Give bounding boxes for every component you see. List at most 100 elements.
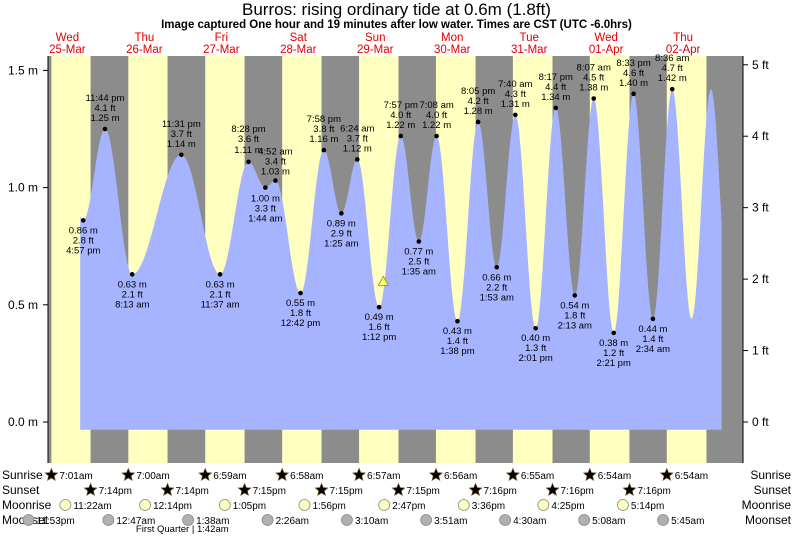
sunset-time: 7:15pm: [407, 486, 440, 497]
extreme-label: 1.4 ft: [447, 336, 468, 347]
extreme-label: 0.86 m: [69, 225, 98, 236]
extreme-label: 1.31 m: [501, 99, 530, 110]
extreme-dot: [298, 290, 303, 296]
y-tick-label-ft: 3 ft: [752, 201, 769, 215]
sunrise-time: 6:57am: [367, 471, 400, 482]
extreme-label: 3.3 ft: [255, 204, 276, 215]
legend-label-left: Sunrise: [2, 468, 43, 482]
sunset-star-icon: [83, 482, 98, 497]
extreme-label: 0.54 m: [560, 300, 589, 311]
sunrise-time: 7:01am: [59, 471, 92, 482]
extreme-label: 1.3 ft: [525, 343, 546, 354]
moonrise-moon-icon: [378, 499, 391, 511]
extreme-label: 2.5 ft: [408, 257, 429, 268]
extreme-label: 11:31 pm: [162, 119, 201, 130]
day-name: Wed: [56, 32, 79, 44]
extreme-label: 1.4 ft: [642, 334, 663, 345]
extreme-label: 4.7 ft: [662, 63, 683, 74]
sunrise-time: 7:00am: [136, 471, 169, 482]
extreme-label: 8:05 pm: [461, 86, 495, 97]
extreme-label: 4:52 am: [258, 147, 292, 158]
extreme-label: 4.5 ft: [583, 73, 604, 84]
moonset-moon-icon: [578, 514, 591, 526]
extreme-dot: [263, 185, 268, 190]
moonrise-time: 2:47pm: [392, 501, 425, 512]
extreme-label: 1:12 pm: [362, 332, 396, 343]
day-date: 02-Apr: [666, 44, 701, 56]
extreme-dot: [246, 159, 251, 165]
y-tick-label-m: 1.0 m: [8, 181, 38, 195]
extreme-label: 0.77 m: [404, 247, 433, 258]
moonset-time: 12:47am: [116, 516, 155, 527]
legend-label-right: Moonrise: [742, 498, 792, 512]
extreme-label: 0.38 m: [599, 338, 628, 349]
extreme-label: 3.7 ft: [171, 129, 192, 140]
moonrise-time: 4:25pm: [551, 501, 584, 512]
extreme-label: 1.42 m: [658, 73, 687, 84]
extreme-dot: [494, 264, 500, 270]
extreme-label: 0.63 m: [118, 279, 147, 290]
sunrise-star-icon: [428, 467, 443, 482]
extreme-label: 1.03 m: [261, 167, 290, 178]
extreme-label: 0.49 m: [365, 312, 394, 323]
moonset-time: 3:10am: [355, 516, 388, 527]
extreme-dot: [376, 304, 382, 310]
extreme-label: 2.1 ft: [210, 289, 231, 300]
extreme-label: 1.00 m: [251, 194, 280, 205]
y-tick-label-ft: 0 ft: [752, 415, 769, 429]
extreme-label: 7:08 am: [419, 100, 453, 111]
extreme-label: 2:34 am: [636, 344, 670, 355]
extreme-label: 2.1 ft: [122, 289, 143, 300]
extreme-label: 1.6 ft: [369, 322, 390, 333]
extreme-label: 1.16 m: [309, 134, 338, 145]
extreme-label: 1.2 ft: [603, 348, 624, 359]
moonset-moon-icon: [22, 514, 35, 526]
extreme-label: 0.40 m: [521, 333, 550, 344]
extreme-label: 11:37 am: [201, 299, 240, 310]
extreme-dot: [434, 133, 439, 139]
extreme-dot: [178, 152, 184, 158]
sunset-time: 7:16pm: [484, 486, 517, 497]
extreme-label: 1.8 ft: [290, 308, 311, 319]
extreme-dot: [475, 119, 481, 125]
day-name: Fri: [215, 32, 228, 44]
moonrise-time: 1:56pm: [312, 501, 345, 512]
moonrise-moon-icon: [617, 499, 629, 511]
extreme-label: 4.0 ft: [390, 110, 411, 121]
sunset-star-icon: [237, 482, 252, 497]
extreme-dot: [650, 316, 656, 322]
extreme-dot: [321, 147, 327, 153]
sunrise-star-icon: [121, 467, 136, 482]
extreme-label: 8:28 pm: [231, 124, 265, 135]
extreme-label: 4.4 ft: [545, 82, 566, 93]
sunrise-star-icon: [505, 467, 520, 482]
y-tick-label-ft: 2 ft: [752, 272, 769, 286]
extreme-label: 8:17 pm: [539, 72, 573, 83]
extreme-label: 0.89 m: [327, 218, 356, 229]
extreme-label: 0.63 m: [206, 279, 235, 290]
sunrise-time: 6:55am: [521, 471, 554, 482]
sunset-time: 7:14pm: [176, 486, 209, 497]
day-name: Tue: [519, 32, 538, 44]
extreme-label: 0.44 m: [638, 324, 667, 335]
moonset-moon-icon: [102, 514, 115, 526]
extreme-label: 1.22 m: [386, 120, 415, 131]
moonset-moon-icon: [341, 514, 353, 526]
moonrise-time: 5:14pm: [631, 501, 664, 512]
extreme-label: 1.14 m: [167, 139, 196, 150]
extreme-dot: [572, 293, 578, 298]
current-marker-triangle: [377, 275, 390, 286]
extreme-label: 4.3 ft: [505, 89, 526, 100]
extreme-label: 1.28 m: [464, 106, 493, 117]
moonrise-moon-icon: [298, 499, 311, 511]
sunset-star-icon: [314, 482, 329, 497]
moonset-time: 2:26am: [276, 516, 309, 527]
extreme-label: 1:35 am: [402, 267, 436, 278]
day-name: Sat: [290, 32, 308, 44]
extreme-label: 4.1 ft: [94, 103, 115, 114]
extreme-label: 3.8 ft: [313, 124, 334, 135]
extreme-label: 0.66 m: [482, 272, 511, 283]
extreme-dot: [591, 96, 597, 101]
day-date: 01-Apr: [589, 44, 624, 56]
